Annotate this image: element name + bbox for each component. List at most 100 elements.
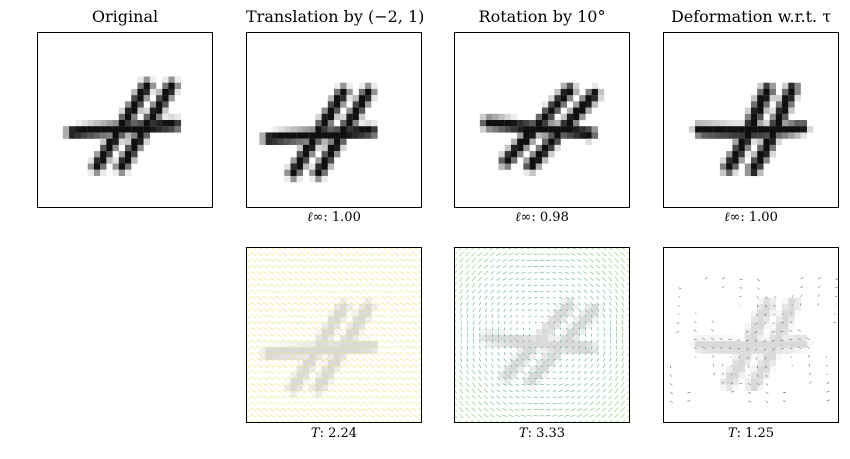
rotation-arrow <box>615 376 619 381</box>
digit-pixel <box>340 101 347 108</box>
rotation-arrow <box>490 376 494 381</box>
digit-pixel <box>346 107 353 114</box>
translation-arrow <box>312 271 319 275</box>
rotation-arrow <box>553 359 556 361</box>
translation-arrow <box>247 266 251 269</box>
rotation-arrow <box>503 377 507 380</box>
digit-pixel <box>327 120 335 127</box>
rotation-arrow <box>607 252 613 257</box>
digit-pixel <box>106 126 113 133</box>
translation-arrow <box>262 407 269 412</box>
rotation-arrow <box>553 315 556 318</box>
deformation-arrow <box>702 337 706 341</box>
translation-arrow <box>318 258 325 263</box>
translation-arrow <box>247 278 251 281</box>
rotation-arrow <box>459 394 464 400</box>
digit-pixel <box>492 126 499 133</box>
translation-arrow <box>318 389 325 393</box>
deformation-arrow <box>817 285 821 289</box>
translation-arrow <box>306 289 313 294</box>
rotation-arrow <box>459 282 463 288</box>
translation-arrow <box>306 358 313 362</box>
digit-pixel <box>713 341 721 348</box>
rotation-arrow <box>520 253 526 256</box>
digit-pixel <box>296 138 304 145</box>
translation-arrow <box>256 351 263 356</box>
digit-pixel <box>788 297 795 305</box>
translation-arrow <box>368 414 375 418</box>
digit-pixel <box>106 120 113 127</box>
translation-arrow <box>355 376 362 381</box>
digit-pixel <box>757 169 764 177</box>
rotation-arrow <box>466 345 469 350</box>
translation-arrow <box>274 264 282 269</box>
rotation-arrow <box>614 382 619 388</box>
digit-pixel <box>591 95 599 102</box>
translation-arrow <box>256 370 263 374</box>
digit-pixel <box>296 163 304 170</box>
rotation-arrow <box>621 376 625 381</box>
translation-arrow <box>405 308 412 312</box>
translation-arrow <box>374 327 381 331</box>
translation-arrow <box>405 289 412 294</box>
translation-arrow <box>355 271 362 275</box>
rotation-arrow <box>615 314 618 319</box>
translation-arrow <box>247 365 251 368</box>
digit-pixel <box>112 144 119 152</box>
rotation-arrow <box>584 352 587 356</box>
rotation-arrow <box>477 252 483 257</box>
translation-arrow <box>330 383 338 387</box>
translation-arrow <box>417 283 421 286</box>
deformation-arrow <box>754 331 758 334</box>
deformation-vector-field <box>669 277 838 404</box>
rotation-arrow <box>528 309 531 311</box>
rotation-arrow <box>466 357 469 363</box>
rotation-arrow <box>591 248 595 250</box>
rotation-arrow <box>558 402 563 405</box>
rotation-arrow <box>479 345 481 350</box>
digit-pixel <box>315 132 322 139</box>
digit-pixel <box>573 316 580 323</box>
digit-pixel <box>504 120 512 127</box>
rotation-arrow <box>528 365 531 367</box>
translation-arrow <box>274 407 282 412</box>
translation-arrow <box>361 395 369 399</box>
rotation-arrow <box>602 277 606 282</box>
translation-arrow <box>293 277 300 281</box>
translation-arrow <box>250 308 257 312</box>
digit-pixel <box>751 138 758 145</box>
digit-pixel <box>529 126 536 133</box>
translation-arrow <box>405 327 412 331</box>
rotation-arrow <box>491 320 493 325</box>
digit-pixel <box>591 101 599 108</box>
digit-pixel <box>566 303 574 311</box>
translation-arrow <box>324 351 331 356</box>
deformation-arrow <box>676 331 680 333</box>
rotation-arrow <box>603 351 605 356</box>
digit-pixel <box>763 353 770 360</box>
digit-pixel <box>751 113 758 121</box>
rotation-arrow <box>602 395 607 400</box>
translation-arrow <box>250 314 257 319</box>
translation-arrow <box>287 296 294 300</box>
digit-pixel <box>529 157 536 164</box>
digit-pixel <box>309 132 316 139</box>
translation-arrow <box>312 320 319 325</box>
deformation-arrow <box>765 296 768 299</box>
digit-pixel <box>763 316 770 323</box>
translation-arrow <box>374 302 381 306</box>
translation-arrow <box>349 339 356 343</box>
digit-pixel <box>334 310 341 317</box>
digit-pixel <box>529 378 536 385</box>
translation-arrow <box>299 389 307 393</box>
translation-arrow <box>287 264 294 269</box>
translation-arrow <box>361 320 369 325</box>
digit-pixel <box>315 353 322 360</box>
digit-pixel <box>334 82 341 90</box>
rotation-arrow <box>577 383 582 387</box>
translation-arrow <box>393 271 400 275</box>
deformation-arrow <box>745 331 749 333</box>
translation-arrow <box>411 296 418 300</box>
rotation-arrow <box>521 265 526 268</box>
digit-pixel <box>713 335 721 342</box>
